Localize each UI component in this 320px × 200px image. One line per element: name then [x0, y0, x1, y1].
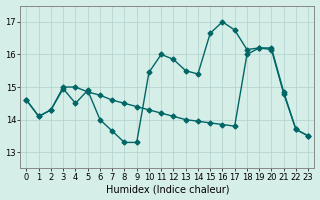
X-axis label: Humidex (Indice chaleur): Humidex (Indice chaleur) — [106, 184, 229, 194]
